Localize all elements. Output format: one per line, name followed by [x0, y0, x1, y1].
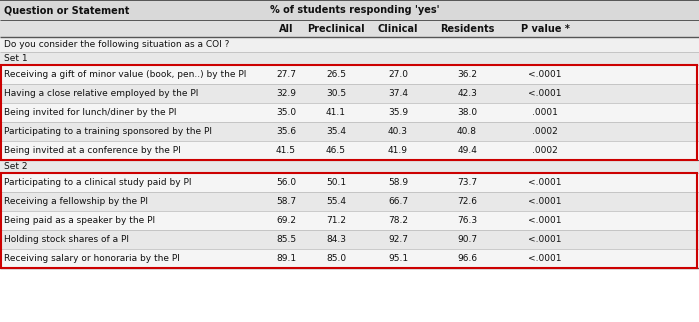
Text: 96.6: 96.6: [457, 254, 477, 263]
Text: 76.3: 76.3: [457, 216, 477, 225]
Text: % of students responding 'yes': % of students responding 'yes': [270, 5, 440, 15]
Bar: [0, 141, 699, 160]
Text: 73.7: 73.7: [457, 178, 477, 187]
Text: 50.1: 50.1: [326, 178, 346, 187]
Text: Participating to a clinical study paid by PI: Participating to a clinical study paid b…: [4, 178, 192, 187]
Text: <.0001: <.0001: [528, 235, 562, 244]
Text: 85.0: 85.0: [326, 254, 346, 263]
Text: 58.7: 58.7: [276, 197, 296, 206]
Text: 35.6: 35.6: [276, 127, 296, 136]
Text: Clinical: Clinical: [377, 24, 418, 33]
Bar: [0, 52, 699, 65]
Text: All: All: [279, 24, 294, 33]
Text: Question or Statement: Question or Statement: [4, 5, 129, 15]
Bar: [0, 230, 699, 249]
Text: 40.8: 40.8: [457, 127, 477, 136]
Bar: [0, 20, 699, 37]
Text: .0002: .0002: [532, 127, 558, 136]
Text: 37.4: 37.4: [388, 89, 408, 98]
Text: P value *: P value *: [521, 24, 570, 33]
Text: .0002: .0002: [532, 146, 558, 155]
Text: 58.9: 58.9: [388, 178, 408, 187]
Text: 41.9: 41.9: [388, 146, 408, 155]
Bar: [0, 65, 699, 84]
Text: 89.1: 89.1: [276, 254, 296, 263]
Text: <.0001: <.0001: [528, 89, 562, 98]
Text: 72.6: 72.6: [457, 197, 477, 206]
Text: Being invited for lunch/diner by the PI: Being invited for lunch/diner by the PI: [4, 108, 177, 117]
Text: Set 2: Set 2: [4, 162, 27, 171]
Bar: [1, 173, 697, 268]
Text: 95.1: 95.1: [388, 254, 408, 263]
Text: .0001: .0001: [532, 108, 558, 117]
Text: Holding stock shares of a PI: Holding stock shares of a PI: [4, 235, 129, 244]
Text: 27.7: 27.7: [276, 70, 296, 79]
Text: 90.7: 90.7: [457, 235, 477, 244]
Text: 71.2: 71.2: [326, 216, 346, 225]
Text: Participating to a training sponsored by the PI: Participating to a training sponsored by…: [4, 127, 212, 136]
Bar: [0, 211, 699, 230]
Text: 41.1: 41.1: [326, 108, 346, 117]
Text: 36.2: 36.2: [457, 70, 477, 79]
Text: Being paid as a speaker by the PI: Being paid as a speaker by the PI: [4, 216, 155, 225]
Text: 46.5: 46.5: [326, 146, 346, 155]
Text: Receiving a gift of minor value (book, pen..) by the PI: Receiving a gift of minor value (book, p…: [4, 70, 246, 79]
Text: Receiving a fellowship by the PI: Receiving a fellowship by the PI: [4, 197, 148, 206]
Text: 55.4: 55.4: [326, 197, 346, 206]
Bar: [0, 37, 699, 52]
Text: 30.5: 30.5: [326, 89, 346, 98]
Text: Do you consider the following situation as a COI ?: Do you consider the following situation …: [4, 40, 229, 49]
Text: <.0001: <.0001: [528, 254, 562, 263]
Text: <.0001: <.0001: [528, 70, 562, 79]
Text: 40.3: 40.3: [388, 127, 408, 136]
Bar: [0, 249, 699, 268]
Bar: [0, 122, 699, 141]
Text: 49.4: 49.4: [457, 146, 477, 155]
Text: 35.4: 35.4: [326, 127, 346, 136]
Bar: [1, 65, 697, 159]
Bar: [0, 84, 699, 103]
Text: Having a close relative employed by the PI: Having a close relative employed by the …: [4, 89, 199, 98]
Text: <.0001: <.0001: [528, 216, 562, 225]
Bar: [0, 103, 699, 122]
Text: 84.3: 84.3: [326, 235, 346, 244]
Text: 56.0: 56.0: [276, 178, 296, 187]
Text: Being invited at a conference by the PI: Being invited at a conference by the PI: [4, 146, 181, 155]
Text: 69.2: 69.2: [276, 216, 296, 225]
Text: 35.0: 35.0: [276, 108, 296, 117]
Text: Preclinical: Preclinical: [307, 24, 365, 33]
Text: 38.0: 38.0: [457, 108, 477, 117]
Text: <.0001: <.0001: [528, 178, 562, 187]
Text: 26.5: 26.5: [326, 70, 346, 79]
Bar: [0, 192, 699, 211]
Text: 32.9: 32.9: [276, 89, 296, 98]
Text: 78.2: 78.2: [388, 216, 408, 225]
Text: 85.5: 85.5: [276, 235, 296, 244]
Text: 41.5: 41.5: [276, 146, 296, 155]
Text: 42.3: 42.3: [457, 89, 477, 98]
Text: 66.7: 66.7: [388, 197, 408, 206]
Text: 35.9: 35.9: [388, 108, 408, 117]
Bar: [0, 160, 699, 173]
Text: 27.0: 27.0: [388, 70, 408, 79]
Text: Residents: Residents: [440, 24, 494, 33]
Text: Receiving salary or honoraria by the PI: Receiving salary or honoraria by the PI: [4, 254, 180, 263]
Bar: [0, 0, 699, 20]
Bar: [0, 173, 699, 192]
Text: Set 1: Set 1: [4, 54, 28, 63]
Text: 92.7: 92.7: [388, 235, 408, 244]
Text: <.0001: <.0001: [528, 197, 562, 206]
